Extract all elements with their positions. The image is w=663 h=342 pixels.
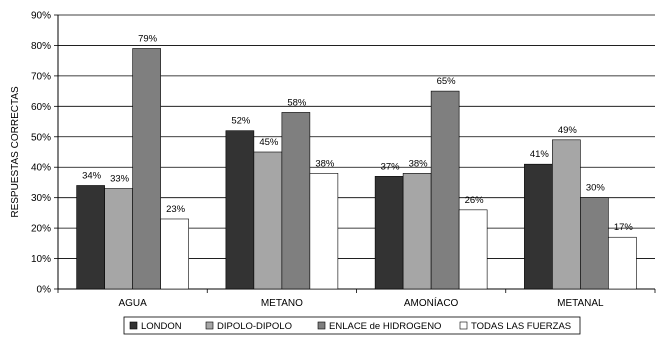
y-tick-label: 50% [31, 132, 51, 143]
data-label: 30% [586, 183, 606, 194]
data-label: 37% [381, 161, 401, 172]
legend-label: ENLACE de HIDROGENO [329, 321, 441, 332]
y-tick-label: 90% [31, 11, 51, 22]
legend-label: LONDON [141, 321, 182, 332]
data-label: 38% [409, 158, 429, 169]
y-tick-label: 40% [31, 163, 51, 174]
data-label: 23% [166, 204, 186, 215]
data-label: 33% [110, 174, 130, 185]
data-labels: 34% 33% 79% 23% 52% 45% 58% 38% 37% 38% 65% 26% 41% 4… [82, 33, 633, 233]
x-axis-categories: AGUA METANO AMONÍACO METANAL [118, 296, 604, 309]
data-label: 79% [138, 33, 158, 44]
bar [281, 112, 311, 290]
bar [132, 48, 161, 290]
y-axis-title: RESPUESTAS CORRECTAS [10, 86, 21, 218]
data-label: 41% [530, 149, 550, 160]
y-tick-label: 60% [31, 102, 51, 113]
bar [160, 218, 189, 290]
y-tick-label: 80% [31, 41, 51, 52]
bar [608, 236, 637, 290]
bar [430, 90, 460, 290]
data-label: 34% [82, 170, 102, 181]
bar [458, 209, 488, 290]
bar [402, 173, 432, 290]
legend-swatch [129, 321, 138, 330]
x-category-label: METANAL [557, 298, 604, 309]
data-label: 45% [259, 137, 279, 148]
data-label: 26% [465, 195, 485, 206]
legend: LONDON DIPOLO-DIPOLO ENLACE de HIDROGENO TO… [123, 316, 581, 335]
y-tick-label: 30% [31, 193, 51, 204]
bar [374, 176, 404, 290]
data-label: 58% [287, 97, 307, 108]
x-category-label: AGUA [118, 298, 147, 309]
legend-swatch [459, 321, 468, 330]
bar [552, 139, 581, 290]
legend-frame [123, 316, 581, 335]
legend-swatch [205, 321, 214, 330]
bar [76, 185, 105, 290]
bar [253, 151, 283, 290]
bar [309, 173, 339, 290]
data-label: 38% [315, 158, 335, 169]
bar [104, 188, 133, 290]
legend-label: DIPOLO-DIPOLO [217, 321, 292, 332]
bar [580, 197, 609, 290]
x-category-label: METANO [261, 298, 303, 309]
y-tick-label: 70% [31, 71, 51, 82]
bar [524, 163, 553, 290]
legend-label: TODAS LAS FUERZAS [471, 321, 571, 332]
x-category-label: AMONÍACO [404, 296, 459, 309]
bar [225, 130, 255, 290]
data-label: 52% [231, 116, 251, 127]
data-label: 49% [558, 125, 578, 136]
data-label: 65% [437, 76, 457, 87]
y-tick-label: 10% [31, 254, 51, 265]
data-label: 17% [614, 222, 634, 233]
y-axis-ticks: 0% 10% 20% 30% 40% 50% 60% 70% 80% 90% [31, 11, 51, 296]
y-tick-label: 0% [37, 285, 52, 296]
legend-swatch [317, 321, 326, 330]
y-tick-label: 20% [31, 224, 51, 235]
bars [76, 48, 637, 290]
